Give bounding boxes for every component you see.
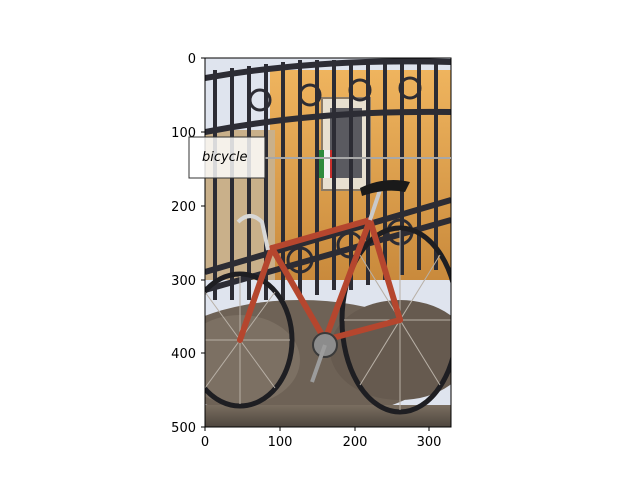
photo-image [205,58,451,427]
y-tick-label: 500 [171,421,196,436]
x-tick-label: 200 [343,435,368,450]
annotation-label: bicycle [202,150,247,165]
y-axis [201,57,205,428]
y-tick-label: 400 [171,347,196,362]
y-tick-label: 200 [171,200,196,215]
x-tick-label: 0 [201,435,209,450]
x-tick-label: 300 [417,435,442,450]
x-axis [204,427,430,431]
y-tick-label: 0 [188,52,196,67]
plot-frame [204,57,452,428]
x-tick-label: 100 [268,435,293,450]
y-tick-label: 300 [171,274,196,289]
bicycle-annotation: bicycle [188,136,451,179]
annotation-label-box [188,136,266,179]
